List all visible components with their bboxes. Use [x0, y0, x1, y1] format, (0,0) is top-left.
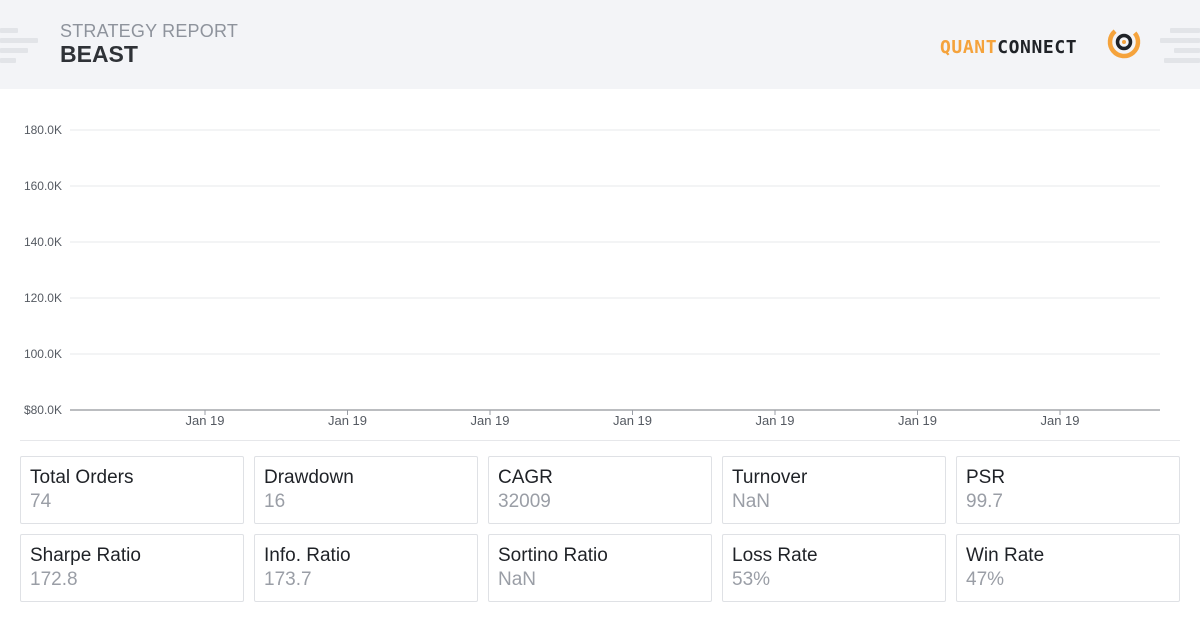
stat-label: Info. Ratio	[264, 545, 351, 566]
x-tick-label: Jan 19	[185, 413, 224, 428]
x-tick-label: Jan 19	[898, 413, 937, 428]
stat-value: 16	[264, 491, 286, 512]
stat-card-loss-rate: Loss Rate 53%	[722, 534, 946, 602]
x-tick-label: Jan 19	[1040, 413, 1079, 428]
header-decoration-right	[1160, 22, 1200, 68]
stat-card-total-orders: Total Orders 74	[20, 456, 244, 524]
stat-label: Turnover	[732, 467, 808, 488]
stat-card-turnover: Turnover NaN	[722, 456, 946, 524]
stat-label: Loss Rate	[732, 545, 818, 566]
stat-value: 172.8	[30, 569, 78, 590]
quantconnect-logo-icon	[1107, 25, 1141, 59]
y-tick-label: 120.0K	[24, 291, 62, 305]
stat-label: Drawdown	[264, 467, 354, 488]
stat-card-sortino-ratio: Sortino Ratio NaN	[488, 534, 712, 602]
y-tick-label: $80.0K	[24, 403, 62, 417]
logo-wordmark: QUANTCONNECT	[940, 37, 1077, 58]
header-decoration-left	[0, 22, 40, 68]
quantconnect-logo[interactable]: QUANTCONNECT	[940, 24, 1142, 62]
stat-card-cagr: CAGR 32009	[488, 456, 712, 524]
stat-card-info-ratio: Info. Ratio 173.7	[254, 534, 478, 602]
stat-label: PSR	[966, 467, 1006, 488]
y-tick-label: 160.0K	[24, 179, 62, 193]
report-header: STRATEGY REPORT BEAST QUANTCONNECT	[0, 0, 1200, 89]
stat-label: CAGR	[498, 467, 553, 488]
x-tick-label: Jan 19	[328, 413, 367, 428]
stat-value: 173.7	[264, 569, 312, 590]
stat-label: Total Orders	[30, 467, 134, 488]
x-tick-label: Jan 19	[613, 413, 652, 428]
stat-value: NaN	[732, 491, 771, 512]
x-tick-label: Jan 19	[755, 413, 794, 428]
stat-card-win-rate: Win Rate 47%	[956, 534, 1180, 602]
logo-text-quant: QUANT	[940, 37, 998, 58]
stat-value: 99.7	[966, 491, 1003, 512]
equity-chart: 180.0K 160.0K 140.0K 120.0K 100.0K $80.0K Jan …	[0, 89, 1200, 441]
stat-value: 53%	[732, 569, 771, 590]
equity-chart-plot: 180.0K 160.0K 140.0K 120.0K 100.0K $80.0K Jan …	[24, 123, 1160, 428]
stat-label: Sortino Ratio	[498, 545, 608, 566]
y-tick-label: 100.0K	[24, 347, 62, 361]
y-tick-label: 180.0K	[24, 123, 62, 137]
stat-card-drawdown: Drawdown 16	[254, 456, 478, 524]
stat-value: 47%	[966, 569, 1005, 590]
stat-label: Sharpe Ratio	[30, 545, 141, 566]
report-type-label: STRATEGY REPORT	[60, 21, 239, 41]
stat-value: NaN	[498, 569, 537, 590]
section-divider	[20, 440, 1180, 441]
stat-card-psr: PSR 99.7	[956, 456, 1180, 524]
stat-value: 74	[30, 491, 52, 512]
x-tick-label: Jan 19	[470, 413, 509, 428]
stat-value: 32009	[498, 491, 551, 512]
y-tick-label: 140.0K	[24, 235, 62, 249]
stat-card-sharpe-ratio: Sharpe Ratio 172.8	[20, 534, 244, 602]
strategy-name: BEAST	[60, 41, 138, 67]
logo-text-connect: CONNECT	[997, 37, 1078, 58]
stat-label: Win Rate	[966, 545, 1045, 566]
